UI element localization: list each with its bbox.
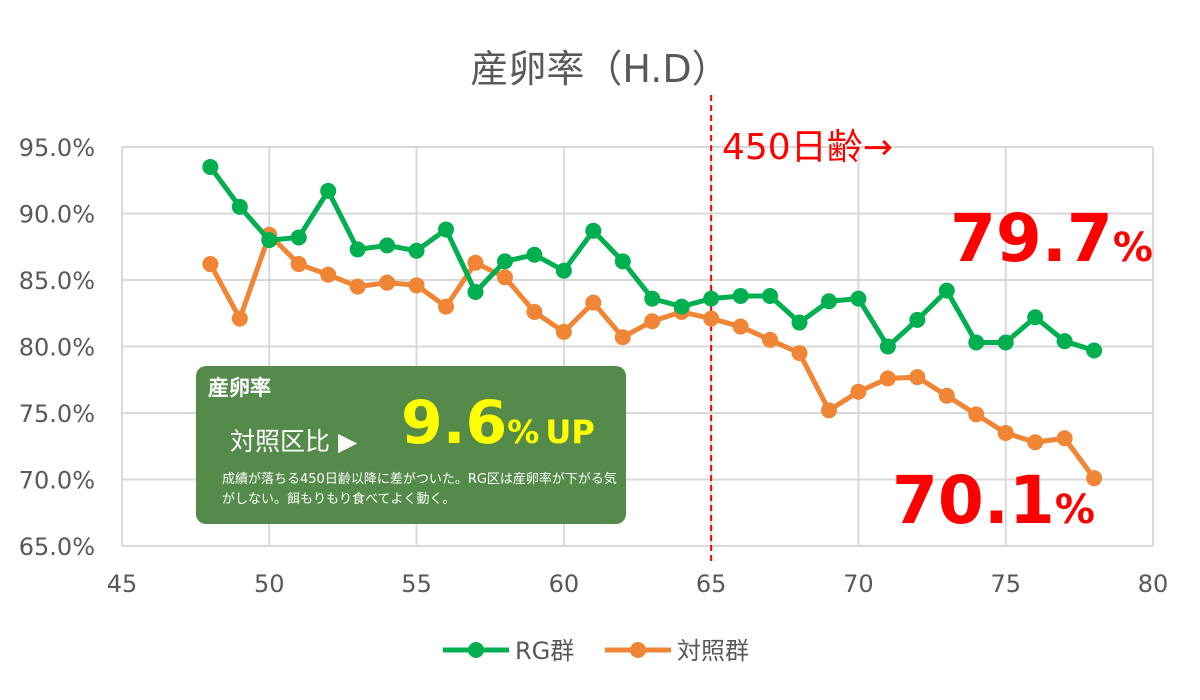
rg-final-value: 79.7	[950, 200, 1113, 277]
data-point	[850, 383, 867, 400]
data-point	[879, 338, 896, 355]
data-point	[202, 256, 219, 273]
y-tick-label: 85.0%	[19, 267, 95, 295]
data-point	[732, 287, 749, 304]
legend-label: RG群	[515, 637, 574, 665]
data-point	[467, 254, 484, 271]
data-point	[438, 298, 455, 315]
legend-marker	[468, 642, 484, 658]
data-point	[555, 323, 572, 340]
data-point	[644, 313, 661, 330]
x-tick-label: 65	[696, 570, 727, 598]
y-tick-label: 75.0%	[19, 400, 95, 428]
data-point	[938, 282, 955, 299]
data-point	[526, 246, 543, 263]
data-point	[732, 318, 749, 335]
callout-note: 成績が落ちる450日齢以降に差がついた。RG区は産卵率が下がる気がしない。餌もり…	[222, 472, 617, 507]
x-tick-label: 75	[990, 570, 1021, 598]
callout-comparison: 対照区比 ▶	[230, 427, 358, 456]
data-point	[320, 182, 337, 199]
control-final-annotation: 70.1%	[892, 462, 1095, 539]
data-point	[614, 329, 631, 346]
data-point	[909, 369, 926, 386]
y-tick-label: 80.0%	[19, 334, 95, 362]
data-point	[1027, 434, 1044, 451]
data-point	[938, 387, 955, 404]
legend-label: 対照群	[677, 637, 749, 665]
data-point	[408, 277, 425, 294]
data-point	[879, 370, 896, 387]
y-tick-label: 90.0%	[19, 201, 95, 229]
control-final-unit: %	[1054, 487, 1095, 533]
data-point	[791, 345, 808, 362]
data-point	[1056, 430, 1073, 447]
y-tick-label: 65.0%	[19, 533, 95, 561]
data-point	[231, 310, 248, 327]
data-point	[820, 402, 837, 419]
data-point	[703, 310, 720, 327]
x-tick-label: 70	[843, 570, 874, 598]
callout-unit: %	[507, 413, 540, 451]
data-point	[261, 232, 278, 249]
data-point	[379, 237, 396, 254]
data-point	[614, 253, 631, 270]
data-point	[585, 222, 602, 239]
x-tick-label: 45	[107, 570, 138, 598]
callout-heading: 産卵率	[208, 376, 271, 400]
callout-suffix: UP	[545, 413, 595, 451]
data-point	[703, 290, 720, 307]
data-point	[762, 331, 779, 348]
data-point	[762, 287, 779, 304]
x-tick-label: 60	[549, 570, 580, 598]
data-point	[555, 262, 572, 279]
data-point	[850, 290, 867, 307]
x-tick-label: 55	[401, 570, 432, 598]
data-point	[673, 298, 690, 315]
control-final-value: 70.1	[892, 462, 1055, 539]
data-point	[349, 278, 366, 295]
rg-final-annotation: 79.7%	[950, 200, 1153, 277]
data-point	[290, 256, 307, 273]
data-point	[968, 406, 985, 423]
data-point	[997, 424, 1014, 441]
data-point	[820, 293, 837, 310]
data-point	[644, 290, 661, 307]
legend-marker	[630, 642, 646, 658]
callout-box: 産卵率 対照区比 ▶ 9.6% UP 成績が落ちる450日齢以降に差がついた。RG…	[196, 366, 626, 524]
data-point	[496, 269, 513, 286]
data-point	[1086, 342, 1103, 359]
data-point	[968, 334, 985, 351]
chart-title: 産卵率（H.D）	[470, 47, 730, 91]
x-tick-label: 50	[254, 570, 285, 598]
callout-value: 9.6	[401, 388, 508, 458]
rg-final-unit: %	[1112, 225, 1153, 271]
data-point	[349, 241, 366, 258]
data-point	[438, 221, 455, 238]
data-point	[202, 158, 219, 175]
data-point	[379, 274, 396, 291]
data-point	[1056, 333, 1073, 350]
data-point	[467, 283, 484, 300]
data-point	[290, 229, 307, 246]
data-point	[231, 198, 248, 215]
data-point	[791, 314, 808, 331]
callout-value-group: 9.6% UP	[401, 388, 595, 458]
data-point	[909, 311, 926, 328]
y-tick-label: 70.0%	[19, 467, 95, 495]
age-annotation: 450日齢→	[722, 127, 893, 168]
data-point	[320, 266, 337, 283]
data-point	[1086, 470, 1103, 487]
y-tick-label: 95.0%	[19, 134, 95, 162]
data-point	[496, 253, 513, 270]
data-point	[526, 303, 543, 320]
data-point	[997, 334, 1014, 351]
data-point	[1027, 309, 1044, 326]
x-tick-label: 80	[1138, 570, 1169, 598]
data-point	[585, 294, 602, 311]
data-point	[408, 242, 425, 259]
